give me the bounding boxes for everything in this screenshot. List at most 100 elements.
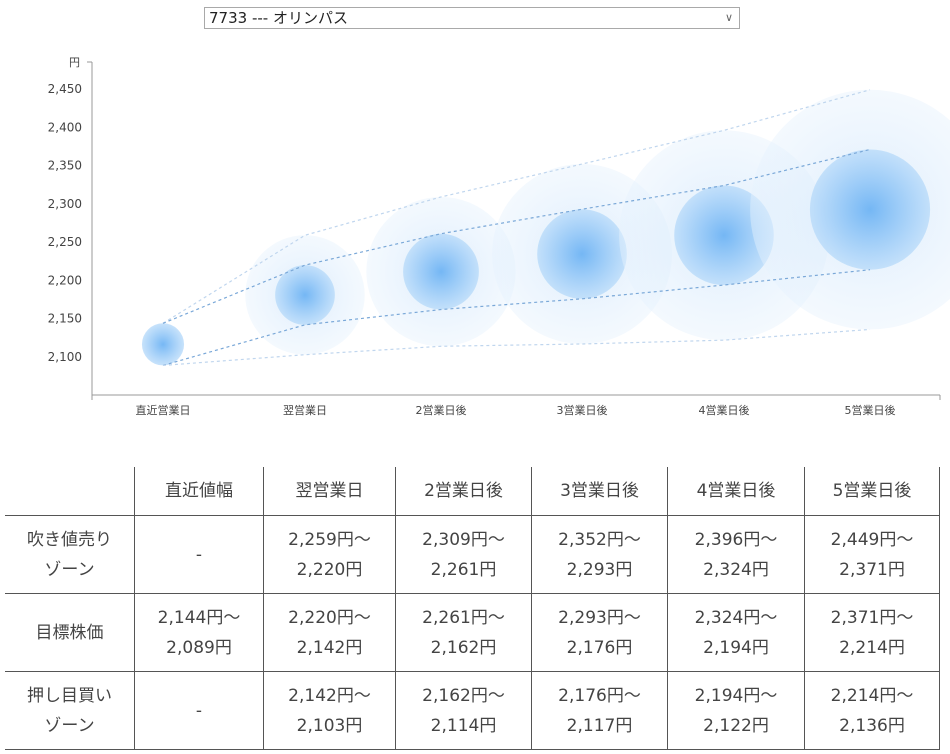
column-header: 翌営業日 xyxy=(263,467,396,516)
cell-line: 2,324円～ xyxy=(694,607,778,628)
x-tick-label: 直近営業日 xyxy=(136,403,191,417)
target-bubble xyxy=(537,209,627,299)
cell-line: 2,117円 xyxy=(566,715,633,736)
y-tick-label: 2,150 xyxy=(48,312,82,326)
column-header: 直近値幅 xyxy=(134,467,264,516)
cell-line: 2,136円 xyxy=(839,715,905,736)
table-cell: 2,293円～ 2,176円 xyxy=(531,593,668,672)
table-cell: 2,261円～ 2,162円 xyxy=(395,593,532,672)
x-tick-label: 翌営業日 xyxy=(283,403,327,417)
cell-line: 2,261円～ xyxy=(422,607,505,628)
target-bubble xyxy=(275,265,335,325)
cell-line: 2,162円～ xyxy=(422,685,505,706)
cell-line: 2,142円 xyxy=(296,637,363,658)
cell-line: 2,214円～ xyxy=(830,685,914,706)
table-row: 目標株価 2,144円～ 2,089円 2,220円～ 2,142円 2,261円～ 2,1… xyxy=(5,593,940,672)
row-label: 吹き値売り ゾーン xyxy=(5,515,135,594)
table-cell: 2,449円～ 2,371円 xyxy=(804,515,940,594)
cell-line: - xyxy=(195,700,203,721)
table-cell: 2,324円～ 2,194円 xyxy=(667,593,805,672)
row-label-line: 押し目買い xyxy=(27,685,112,706)
row-label-line: ゾーン xyxy=(44,715,95,736)
table-cell: 2,259円～ 2,220円 xyxy=(263,515,396,594)
table-cell: 2,220円～ 2,142円 xyxy=(263,593,396,672)
cell-line: 2,103円 xyxy=(296,715,363,736)
cell-line: 2,176円～ xyxy=(558,685,641,706)
cell-line: 2,396円～ xyxy=(694,529,778,550)
table-cell: - xyxy=(134,671,264,750)
cell-line: 2,122円 xyxy=(703,715,769,736)
cell-line: 2,309円～ xyxy=(422,529,505,550)
column-header: 3営業日後 xyxy=(531,467,668,516)
table-row: 押し目買いゾーン - 2,142円～ 2,103円 2,162円～ 2,114円 2,176… xyxy=(5,671,940,750)
row-label: 押し目買い ゾーン xyxy=(5,671,135,750)
cell-line: 2,449円～ xyxy=(830,529,914,550)
table-cell: 2,396円～ 2,324円 xyxy=(667,515,805,594)
table-cell: 2,194円～ 2,122円 xyxy=(667,671,805,750)
table-cell: 2,176円～ 2,117円 xyxy=(531,671,668,750)
cell-line: 2,176円 xyxy=(566,637,633,658)
chevron-down-icon: ∨ xyxy=(724,11,733,24)
target-bubble xyxy=(403,233,479,310)
cell-line: 2,371円 xyxy=(839,559,905,580)
cell-line: 2,220円 xyxy=(296,559,363,580)
column-header: 5営業日後 xyxy=(804,467,940,516)
x-tick-label: 5営業日後 xyxy=(845,403,896,417)
column-header: 2営業日後 xyxy=(395,467,532,516)
cell-line: 2,259円～ xyxy=(288,529,371,550)
stock-select[interactable]: 7733 --- オリンパス ∨ xyxy=(204,7,740,29)
cell-line: 2,324円 xyxy=(703,559,769,580)
row-label: 目標株価 xyxy=(5,593,135,672)
target-bubble xyxy=(141,323,185,366)
table-cell: 2,144円～ 2,089円 xyxy=(134,593,264,672)
cell-line: 2,162円 xyxy=(430,637,497,658)
table-cell: 2,214円～ 2,136円 xyxy=(804,671,940,750)
cell-line: - xyxy=(195,544,203,565)
y-tick-label: 2,300 xyxy=(48,197,82,211)
column-header: 4営業日後 xyxy=(667,467,805,516)
price-forecast-chart: 円 2,100 2,150 2,200 2,250 2,300 2,350 2,400 2,45… xyxy=(48,56,950,417)
cell-line: 2,142円～ xyxy=(288,685,371,706)
buy-zone-lower-line xyxy=(162,328,871,367)
y-tick-label: 2,400 xyxy=(48,120,82,134)
x-tick-label: 2営業日後 xyxy=(416,403,467,417)
row-label-line: 目標株価 xyxy=(35,622,104,643)
cell-line: 2,089円 xyxy=(166,637,232,658)
row-label-line: 吹き値売り xyxy=(27,529,112,550)
y-tick-label: 2,450 xyxy=(48,82,82,96)
table-cell: 2,352円～ 2,293円 xyxy=(531,515,668,594)
y-tick-label: 2,100 xyxy=(48,350,82,364)
cell-line: 2,293円 xyxy=(566,559,633,580)
table-row: 吹き値売りゾーン - 2,259円～ 2,220円 2,309円～ 2,261円 2,352… xyxy=(5,515,940,594)
stock-select-value: 7733 --- オリンパス xyxy=(209,9,348,27)
cell-line: 2,144円～ xyxy=(157,607,241,628)
x-tick-label: 3営業日後 xyxy=(557,403,608,417)
y-axis-label: 円 xyxy=(69,56,80,69)
cell-line: 2,352円～ xyxy=(558,529,641,550)
column-header xyxy=(5,467,135,516)
cell-line: 2,114円 xyxy=(430,715,497,736)
table-header-row: 直近値幅 翌営業日 2営業日後 3営業日後 4営業日後 5営業日後 xyxy=(5,467,940,516)
table-cell: - xyxy=(134,515,264,594)
cell-line: 2,194円 xyxy=(703,637,769,658)
cell-line: 2,194円～ xyxy=(694,685,778,706)
forecast-table: 直近値幅 翌営業日 2営業日後 3営業日後 4営業日後 5営業日後 吹き値売りゾーン - 2,… xyxy=(5,467,940,750)
table-cell: 2,142円～ 2,103円 xyxy=(263,671,396,750)
cell-line: 2,220円～ xyxy=(288,607,371,628)
table-cell: 2,162円～ 2,114円 xyxy=(395,671,532,750)
cell-line: 2,261円 xyxy=(430,559,497,580)
table-cell: 2,309円～ 2,261円 xyxy=(395,515,532,594)
cell-line: 2,214円 xyxy=(839,637,905,658)
table-cell: 2,371円～ 2,214円 xyxy=(804,593,940,672)
y-tick-label: 2,200 xyxy=(48,273,82,287)
y-tick-label: 2,250 xyxy=(48,235,82,249)
y-tick-label: 2,350 xyxy=(48,159,82,173)
target-bubble xyxy=(809,149,931,270)
cell-line: 2,371円～ xyxy=(830,607,914,628)
sell-zone-upper-line xyxy=(162,89,871,324)
target-lower-line xyxy=(162,269,871,366)
target-upper-line xyxy=(162,148,871,324)
row-label-line: ゾーン xyxy=(44,559,95,580)
cell-line: 2,293円～ xyxy=(558,607,641,628)
target-bubble xyxy=(674,185,774,286)
